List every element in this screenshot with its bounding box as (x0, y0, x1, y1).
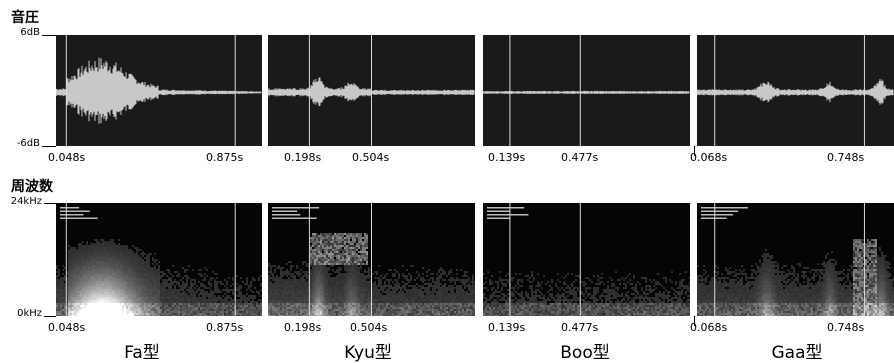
waveform-panel-fa (56, 35, 262, 146)
spectrogram-panel-boo (483, 203, 690, 316)
spec-end-time-boo: 0.477s (561, 321, 598, 334)
caption-boo: Boo型 (525, 338, 645, 363)
waveform-trace-fa (56, 35, 262, 146)
caption-fa: Fa型 (82, 338, 202, 363)
spec-start-time-gaa: 0.068s (690, 321, 727, 334)
frequency-tick-top (44, 203, 56, 204)
spectrogram-panel-kyu (268, 203, 475, 316)
pressure-tick-top (42, 35, 56, 36)
waveform-trace-kyu (268, 35, 475, 146)
spec-end-time-fa: 0.875s (206, 321, 243, 334)
waveform-panel-gaa (697, 35, 894, 146)
pressure-axis-top-label: 6dB (0, 27, 40, 38)
pressure-axis-bottom-label: -6dB (0, 138, 40, 149)
wave-end-time-gaa: 0.748s (827, 151, 864, 164)
waveform-panel-kyu (268, 35, 475, 146)
wave-end-time-boo: 0.477s (561, 151, 598, 164)
frequency-axis-top-label: 24kHz (2, 196, 42, 207)
spec-start-time-boo: 0.139s (488, 321, 525, 334)
wave-start-time-gaa: 0.068s (690, 151, 727, 164)
spectrogram-panel-fa (56, 203, 262, 316)
wave-start-time-kyu: 0.198s (284, 151, 321, 164)
caption-gaa: Gaa型 (737, 338, 857, 363)
wave-end-time-fa: 0.875s (206, 151, 243, 164)
spectrogram-image-kyu (268, 203, 475, 316)
spectrogram-image-gaa (697, 203, 894, 316)
spectrogram-panel-gaa (697, 203, 894, 316)
pressure-section-title: 音圧 (11, 7, 39, 27)
waveform-trace-gaa (697, 35, 894, 146)
spec-start-time-fa: 0.048s (48, 321, 85, 334)
frequency-axis-bottom-label: 0kHz (2, 308, 42, 319)
frequency-section-title: 周波数 (11, 176, 53, 196)
caption-kyu: Kyu型 (308, 338, 428, 363)
wave-start-time-boo: 0.139s (488, 151, 525, 164)
waveform-panel-boo (483, 35, 690, 146)
spectrogram-image-boo (483, 203, 690, 316)
spectrogram-image-fa (56, 203, 262, 316)
pressure-tick-bottom (42, 146, 56, 147)
wave-start-time-fa: 0.048s (48, 151, 85, 164)
spec-start-time-kyu: 0.198s (284, 321, 321, 334)
waveform-trace-boo (483, 35, 690, 146)
wave-end-time-kyu: 0.504s (352, 151, 389, 164)
spec-end-time-gaa: 0.748s (827, 321, 864, 334)
spec-end-time-kyu: 0.504s (350, 321, 387, 334)
frequency-tick-bottom (44, 316, 56, 317)
